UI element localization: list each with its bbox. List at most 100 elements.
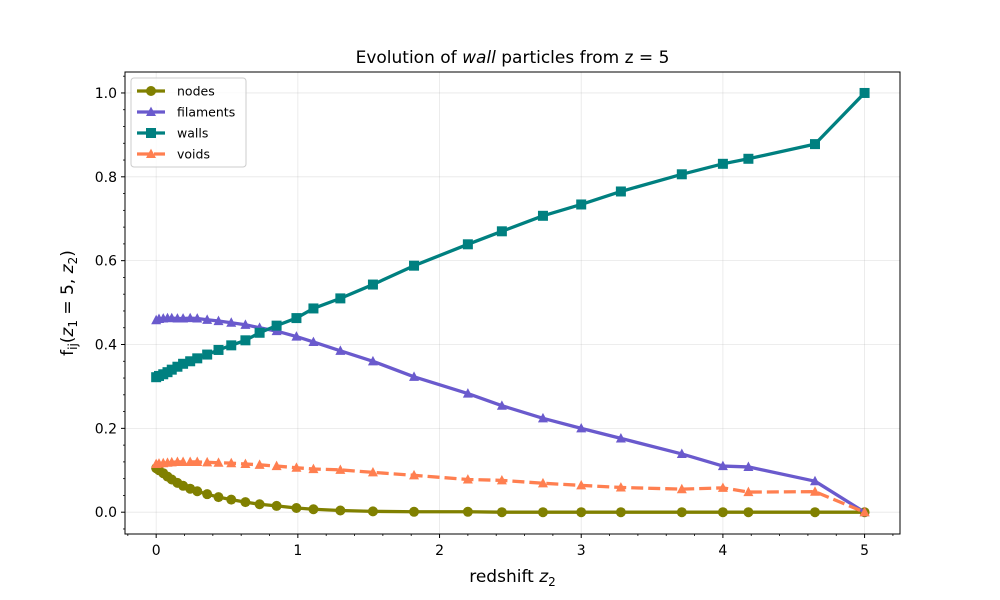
data-point-voids xyxy=(291,462,302,472)
data-point-walls xyxy=(496,226,507,237)
data-point-nodes xyxy=(676,507,687,518)
data-point-voids xyxy=(676,483,687,494)
data-point-nodes xyxy=(615,507,626,518)
data-point-voids xyxy=(615,482,626,492)
data-point-walls xyxy=(409,260,420,271)
data-point-walls xyxy=(178,358,189,369)
legend-label: nodes xyxy=(177,84,215,99)
legend-label: filaments xyxy=(177,105,235,120)
series-voids xyxy=(151,456,870,517)
data-point-voids xyxy=(496,474,507,485)
legend-entry-filaments: filaments xyxy=(137,105,235,120)
data-point-voids xyxy=(185,456,196,466)
data-point-nodes xyxy=(717,507,728,518)
data-point-voids xyxy=(178,456,189,466)
x-tick-label: 1 xyxy=(293,543,302,559)
series-layer xyxy=(151,87,870,518)
data-point-nodes xyxy=(271,500,282,511)
data-point-filaments xyxy=(178,313,189,323)
legend-label: walls xyxy=(177,126,208,141)
data-point-nodes xyxy=(496,507,507,518)
data-point-filaments xyxy=(676,448,687,458)
data-point-nodes xyxy=(367,506,378,517)
data-point-filaments xyxy=(462,388,473,398)
data-point-nodes xyxy=(308,504,319,515)
data-point-walls xyxy=(335,293,346,304)
data-point-walls xyxy=(202,349,213,360)
x-tick-label: 5 xyxy=(860,543,869,559)
data-point-filaments xyxy=(192,313,203,323)
data-point-walls xyxy=(676,169,687,180)
data-point-nodes xyxy=(462,506,473,517)
data-point-walls xyxy=(213,344,224,355)
axis-ticks: 0 1 2 3 4 5 0.0 0.2 0.4 0.6 0.8 1.0 xyxy=(95,75,894,559)
data-point-filaments xyxy=(809,475,820,486)
data-point-voids xyxy=(717,482,728,492)
data-point-walls xyxy=(291,313,302,324)
data-point-filaments xyxy=(335,345,346,355)
data-point-nodes xyxy=(743,507,754,518)
legend-label: voids xyxy=(177,147,210,162)
data-point-filaments xyxy=(615,433,626,443)
data-point-voids xyxy=(462,474,473,484)
legend-marker xyxy=(146,148,156,159)
y-tick-label: 0.6 xyxy=(95,254,117,270)
data-point-voids xyxy=(271,460,282,471)
chart-title: Evolution of wall particles from z = 5 xyxy=(356,48,670,68)
data-point-nodes xyxy=(213,492,224,503)
plot-frame xyxy=(124,71,901,535)
data-point-walls xyxy=(185,356,196,367)
data-point-voids xyxy=(335,464,346,474)
legend-marker xyxy=(146,106,156,117)
legend-marker xyxy=(146,128,156,138)
x-tick-label: 2 xyxy=(435,543,444,559)
data-point-nodes xyxy=(335,505,346,516)
data-point-nodes xyxy=(202,489,213,500)
data-point-nodes xyxy=(254,499,265,510)
x-tick-label: 4 xyxy=(718,543,727,559)
data-point-filaments xyxy=(291,331,302,341)
data-point-filaments xyxy=(213,315,224,326)
series-filaments xyxy=(151,312,870,517)
data-point-nodes xyxy=(537,507,548,518)
data-point-voids xyxy=(213,457,224,467)
data-point-voids xyxy=(308,463,319,474)
series-walls xyxy=(151,87,870,383)
data-point-walls xyxy=(462,239,473,250)
data-point-voids xyxy=(192,456,203,466)
y-tick-label: 0.2 xyxy=(95,421,117,437)
data-point-walls xyxy=(271,320,282,331)
data-point-walls xyxy=(809,139,820,150)
x-axis-label: redshift z2 xyxy=(469,567,556,589)
data-point-voids xyxy=(240,458,251,469)
x-tick-label: 3 xyxy=(577,543,586,559)
data-point-walls xyxy=(192,353,203,364)
data-point-walls xyxy=(308,303,319,314)
y-axis-label: fij(z1 = 5, z2) xyxy=(58,250,80,356)
data-point-walls xyxy=(615,186,626,197)
data-point-walls xyxy=(240,335,251,346)
data-point-walls xyxy=(859,87,870,98)
data-point-nodes xyxy=(291,503,302,514)
data-point-filaments xyxy=(717,460,728,471)
legend-marker xyxy=(146,86,156,96)
data-point-filaments xyxy=(409,371,420,381)
data-point-filaments xyxy=(202,314,213,324)
data-point-filaments xyxy=(185,312,196,323)
data-point-filaments xyxy=(367,355,378,366)
data-point-voids xyxy=(202,456,213,467)
data-point-voids xyxy=(809,486,820,496)
data-point-filaments xyxy=(226,317,237,327)
data-point-voids xyxy=(743,486,754,497)
y-tick-label: 0.4 xyxy=(95,338,117,354)
data-point-voids xyxy=(537,477,548,488)
y-tick-label: 0.8 xyxy=(95,170,117,186)
data-point-walls xyxy=(367,279,378,290)
data-point-nodes xyxy=(226,494,237,505)
data-point-nodes xyxy=(576,507,587,518)
series-nodes xyxy=(151,463,870,518)
legend-entry-walls: walls xyxy=(137,126,208,141)
data-point-filaments xyxy=(576,422,587,433)
data-point-walls xyxy=(166,364,177,375)
